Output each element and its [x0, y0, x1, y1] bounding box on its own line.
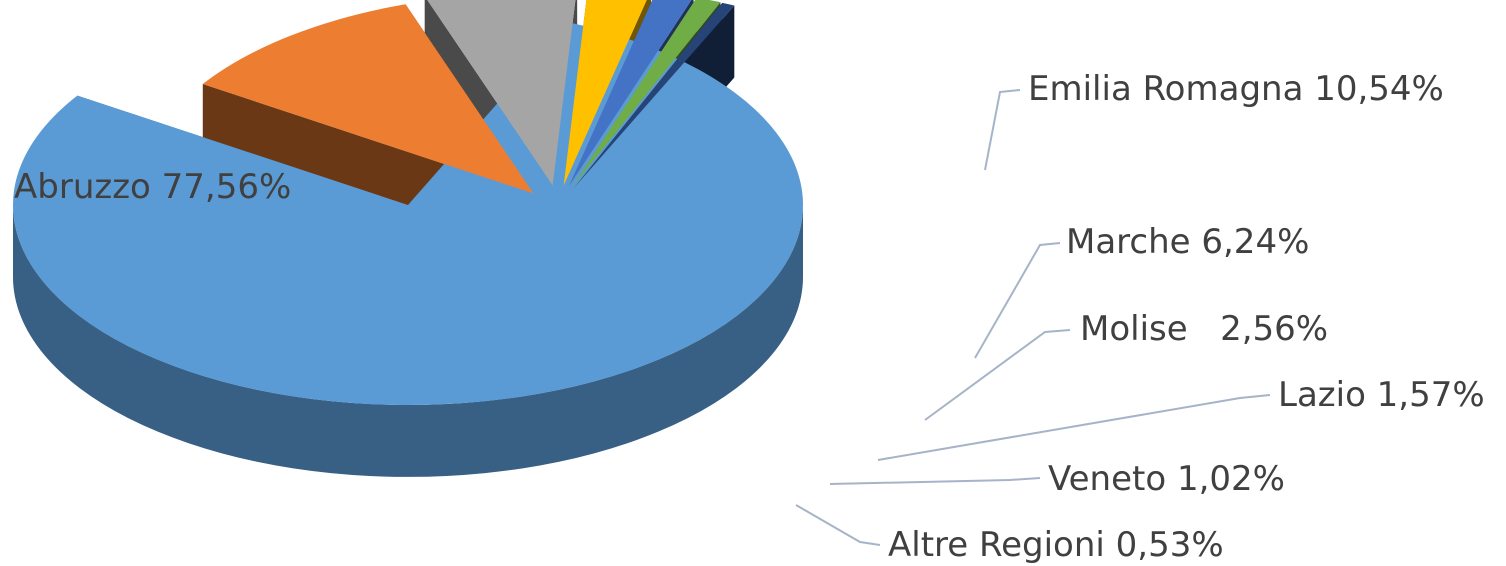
data-label-lazio: Lazio 1,57% — [1278, 375, 1485, 415]
data-label-marche: Marche 6,24% — [1066, 222, 1309, 262]
leader-line-molise — [925, 330, 1070, 420]
leader-line-altre-regioni — [796, 505, 880, 545]
data-label-altre-regioni: Altre Regioni 0,53% — [888, 525, 1224, 565]
leader-line-marche — [975, 243, 1060, 358]
leader-line-lazio — [878, 395, 1270, 460]
data-label-molise: Molise 2,56% — [1080, 309, 1328, 349]
leader-line-emilia-romagna — [985, 90, 1020, 170]
leader-line-veneto — [830, 478, 1040, 484]
data-label-abruzzo: Abruzzo 77,56% — [14, 167, 291, 207]
data-label-emilia-romagna: Emilia Romagna 10,54% — [1028, 69, 1444, 109]
data-label-veneto: Veneto 1,02% — [1048, 459, 1285, 499]
